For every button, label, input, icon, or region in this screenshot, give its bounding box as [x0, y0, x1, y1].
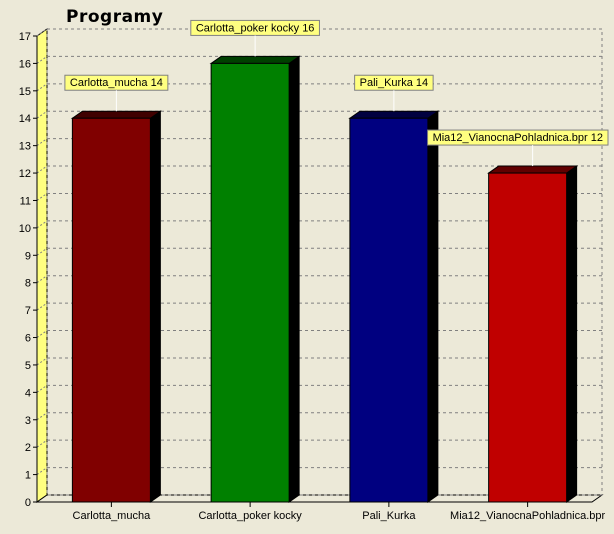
bar-front — [71, 117, 151, 503]
data-label: Pali_Kurka 14 — [354, 74, 434, 112]
y-tick-label: 5 — [25, 360, 31, 372]
data-label: Mia12_VianocnaPohladnica.bpr 12 — [427, 129, 609, 167]
y-tick-label: 2 — [25, 442, 31, 454]
y-tick-label: 8 — [25, 278, 31, 290]
bar-top — [209, 55, 301, 64]
y-tick-label: 13 — [19, 141, 31, 153]
bar — [209, 55, 301, 503]
bar-top — [487, 165, 579, 174]
data-labels: Carlotta_mucha 14 Carlotta_poker kocky 16… — [64, 19, 609, 167]
x-axis: Carlotta_mucha Carlotta_poker kocky Pali_K… — [73, 502, 606, 522]
y-tick-label: 6 — [25, 333, 31, 345]
y-tick-label: 15 — [19, 86, 31, 98]
data-label-text: Carlotta_poker kocky 16 — [196, 22, 315, 34]
data-label: Carlotta_mucha 14 — [64, 74, 169, 112]
bar-side — [566, 165, 578, 503]
y-tick-label: 4 — [25, 387, 31, 399]
y-tick-label: 0 — [25, 497, 31, 509]
bar — [70, 110, 162, 503]
bar-front — [349, 117, 429, 503]
x-tick-label: Mia12_VianocnaPohladnica.bpr — [450, 510, 605, 522]
bar-front — [210, 62, 290, 503]
left-wall — [36, 28, 48, 503]
bar-side — [288, 55, 300, 503]
data-label-text: Pali_Kurka 14 — [360, 77, 429, 89]
y-tick-label: 9 — [25, 250, 31, 262]
y-tick-label: 1 — [25, 470, 31, 482]
data-label-text: Carlotta_mucha 14 — [70, 77, 163, 89]
bars — [70, 55, 579, 503]
x-tick-label: Pali_Kurka — [362, 510, 416, 522]
bar — [348, 110, 440, 503]
y-tick-label: 11 — [20, 195, 31, 207]
chart-title: Programy — [66, 7, 163, 27]
bar-top — [348, 110, 440, 119]
bar-front — [488, 172, 568, 503]
bar-top — [70, 110, 162, 119]
bar — [487, 165, 579, 503]
y-tick-label: 10 — [19, 223, 31, 235]
bar-side — [149, 110, 161, 503]
y-tick-label: 16 — [19, 58, 31, 70]
y-tick-label: 17 — [19, 31, 31, 43]
data-label: Carlotta_poker kocky 16 — [190, 19, 320, 57]
y-tick-label: 12 — [19, 168, 31, 180]
x-tick-label: Carlotta_poker kocky — [198, 510, 302, 522]
y-tick-label: 7 — [25, 305, 31, 317]
data-label-box — [427, 129, 609, 146]
y-tick-label: 14 — [19, 113, 31, 125]
x-tick-label: Carlotta_mucha — [73, 510, 152, 522]
y-tick-label: 3 — [25, 415, 31, 427]
bar-side — [427, 110, 439, 503]
data-label-text: Mia12_VianocnaPohladnica.bpr 12 — [433, 132, 603, 144]
